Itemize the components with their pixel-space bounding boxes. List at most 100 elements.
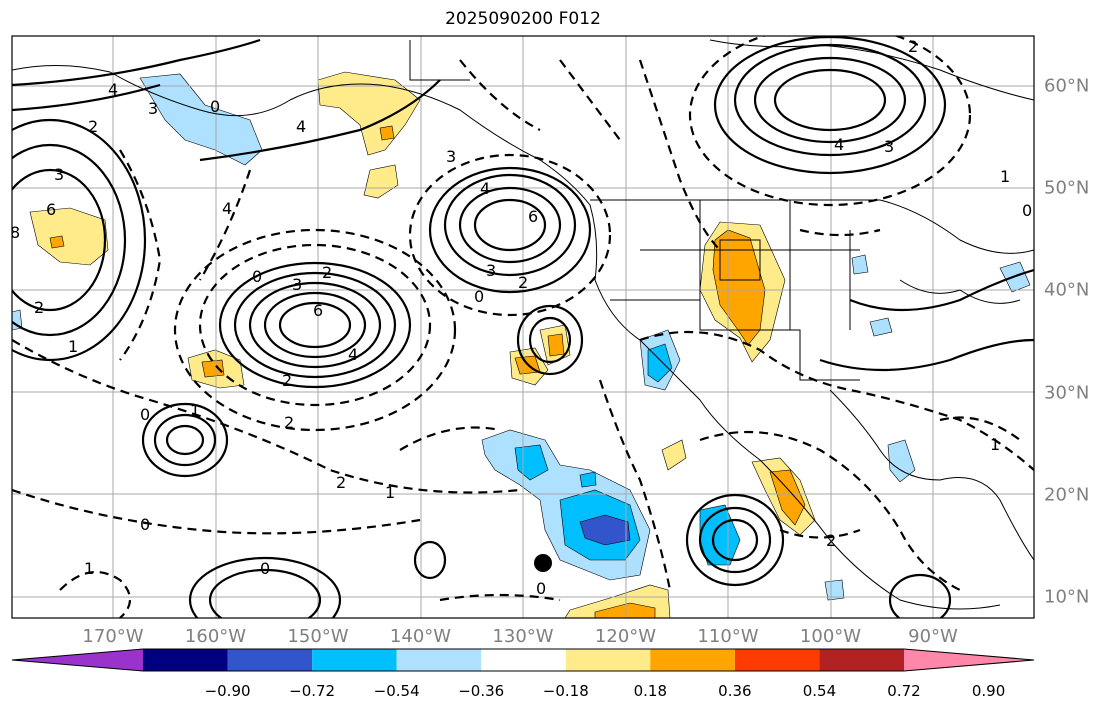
contour-label: 0	[1022, 201, 1032, 220]
contour-label: 4	[222, 199, 232, 218]
colorbar-segment	[12, 649, 143, 671]
contour-label: 0	[210, 97, 220, 116]
contour-label: 0	[260, 559, 270, 578]
contour-label: 1	[385, 483, 395, 502]
contour-label: 1	[190, 401, 200, 420]
shade-blue-alaska	[139, 73, 263, 166]
contour-label: 0	[474, 287, 484, 306]
shade-blue-gulf	[887, 439, 916, 483]
colorbar-segment	[143, 649, 228, 671]
shade-orange-mexico	[769, 469, 806, 526]
longitude-label: 160°W	[184, 626, 247, 647]
longitude-label: 150°W	[287, 626, 349, 647]
longitude-label: 130°W	[492, 626, 554, 647]
contour-label: 4	[296, 117, 306, 136]
contour-label: 3	[486, 261, 496, 280]
map-title: 2025090200 F012	[445, 9, 601, 29]
contour-label: 1	[1000, 167, 1010, 186]
colorbar-tick-label: −0.72	[289, 682, 336, 700]
shade-blue-dark-pacific	[579, 514, 631, 546]
latitude-label: 20°N	[1044, 484, 1090, 506]
contour-labels: 4 3 2 0 4 6 8 2 1 3 4 3 6 4 2 0 2 1 0 2 …	[10, 37, 1032, 598]
colorbar-segment	[481, 649, 566, 671]
shade-yellow-west	[29, 207, 109, 266]
shade-yellow-small1	[363, 164, 399, 199]
shade-orange-mid3	[547, 333, 565, 357]
contour-label: 2	[88, 117, 98, 136]
contour-label: 3	[148, 99, 158, 118]
colorbar-segment	[227, 649, 313, 671]
contour-label: 1	[84, 559, 94, 578]
contour-label: 2	[322, 263, 332, 282]
contour-label: 3	[292, 275, 302, 294]
longitude-label: 140°W	[389, 626, 452, 647]
contour-label: 0	[536, 579, 546, 598]
colorbar-tick-label: −0.54	[373, 682, 420, 700]
contour-label: 3	[884, 137, 894, 156]
longitude-label: 120°W	[594, 626, 657, 647]
latitude-label: 50°N	[1044, 177, 1090, 199]
contour-label: 2	[34, 298, 44, 317]
contour-label: 2	[282, 371, 292, 390]
colorbar-tick-label: 0.72	[887, 682, 921, 700]
colorbar-segment	[819, 649, 904, 671]
shade-cyan-small	[579, 471, 597, 488]
shade-orange-gulf	[379, 125, 395, 141]
contours-solid	[12, 36, 1034, 618]
shade-orange-south	[594, 602, 656, 618]
shade-orange-mid1	[201, 359, 225, 378]
shade-blue-small1	[869, 317, 893, 337]
shade-orange-west	[49, 235, 65, 249]
contour-label: 6	[313, 301, 323, 320]
contour-label: 0	[140, 515, 150, 534]
longitude-label: 100°W	[799, 626, 862, 647]
coastlines	[12, 39, 1034, 610]
contour-label: 4	[834, 135, 844, 154]
colorbar-tick-label: −0.36	[458, 682, 505, 700]
contours-dashed	[12, 36, 1034, 618]
map-frame	[11, 35, 1035, 619]
shade-blue-small4	[824, 579, 845, 601]
storm-position-dot	[534, 554, 552, 572]
contour-label: 3	[54, 165, 64, 184]
colorbar-tick-label: 0.54	[802, 682, 837, 700]
colorbar-segment	[734, 649, 820, 671]
contour-label: 3	[446, 147, 456, 166]
shade-yellow-small2	[661, 439, 687, 471]
contour-label: 4	[480, 179, 490, 198]
contour-label: 4	[348, 345, 358, 364]
colorbar-segment	[650, 649, 735, 671]
graticule	[12, 36, 1034, 618]
contour-label: 1	[990, 435, 1000, 454]
contour-label: 4	[108, 80, 118, 99]
contour-label: 2	[284, 413, 294, 432]
contour-label: 1	[68, 337, 78, 356]
contour-label: 0	[252, 267, 262, 286]
shade-yellow-gulf	[317, 71, 421, 156]
contour-label: 6	[46, 200, 56, 219]
colorbar-tick-label: 0.90	[971, 682, 1006, 700]
colorbar-outline	[11, 648, 1035, 672]
colorbar-tick-label: −0.90	[204, 682, 251, 700]
contour-label: 6	[528, 207, 538, 226]
longitude-label: 170°W	[82, 626, 144, 647]
colorbar-tick-label: −0.18	[542, 682, 589, 700]
shade-orange-rockies	[712, 229, 766, 346]
colorbar-segment	[565, 649, 651, 671]
longitude-label: 90°W	[908, 626, 958, 647]
latitude-label: 40°N	[1044, 279, 1090, 301]
contour-label: 2	[908, 37, 918, 56]
colorbar	[11, 648, 1035, 672]
colorbar-segment	[904, 649, 1034, 671]
latitude-label: 60°N	[1044, 75, 1090, 97]
shade-blue-small2	[851, 254, 869, 275]
contour-label: 0	[140, 405, 150, 424]
colorbar-segment	[396, 649, 482, 671]
contour-label: 8	[10, 223, 20, 242]
longitude-label: 110°W	[697, 626, 759, 647]
contour-label: 2	[826, 531, 836, 550]
colorbar-tick-label: 0.36	[718, 682, 752, 700]
colorbar-tick-label: 0.18	[633, 682, 668, 700]
latitude-label: 10°N	[1044, 586, 1090, 608]
